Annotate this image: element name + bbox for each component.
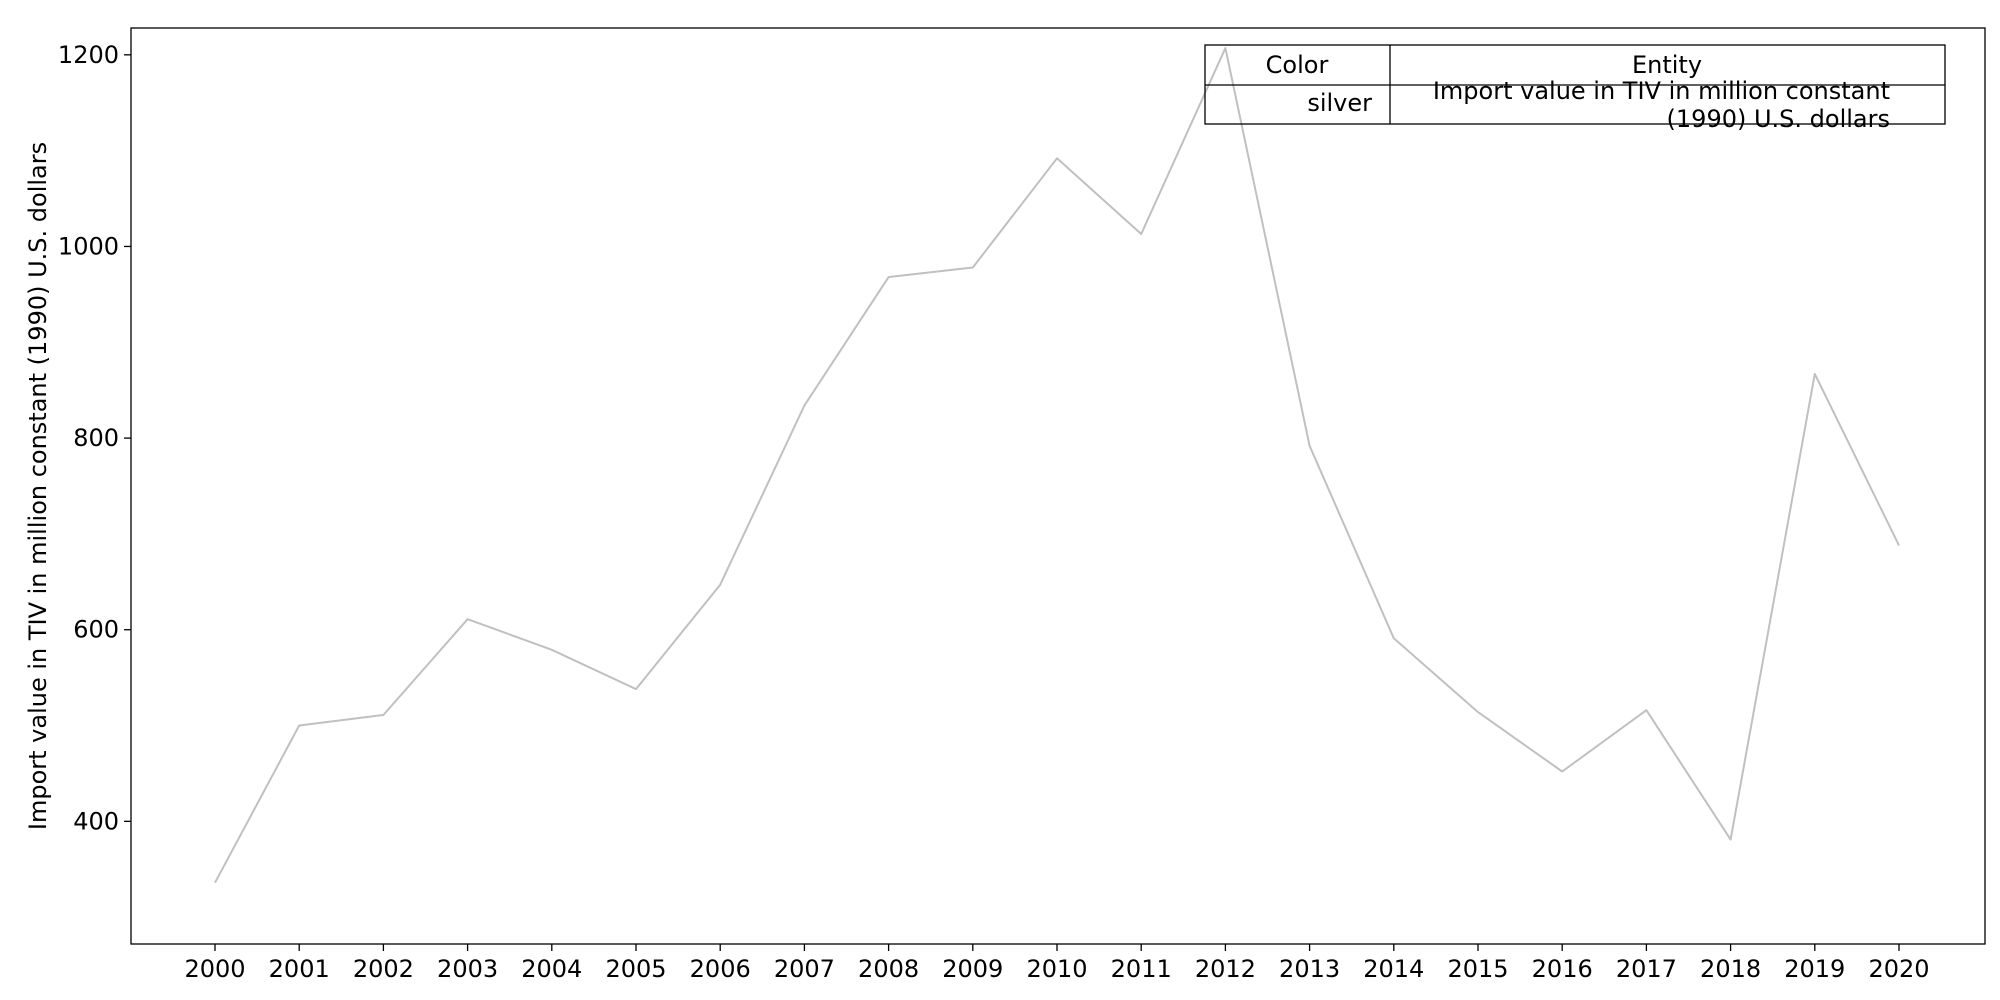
x-tick-label: 2017 (1616, 955, 1677, 983)
x-tick-label: 2001 (269, 955, 330, 983)
x-tick-label: 2011 (1111, 955, 1172, 983)
x-tick-label: 2006 (690, 955, 751, 983)
x-tick-label: 2002 (353, 955, 414, 983)
x-tick-label: 2014 (1363, 955, 1424, 983)
y-tick-label: 1000 (58, 232, 119, 260)
x-tick-label: 2010 (1026, 955, 1087, 983)
series-line (214, 47, 1900, 884)
x-tick-label: 2005 (605, 955, 666, 983)
y-tick-label: 600 (73, 616, 119, 644)
x-tick-label: 2008 (858, 955, 919, 983)
y-tick-label: 800 (73, 424, 119, 452)
x-tick-label: 2020 (1868, 955, 1929, 983)
x-tick-label: 2019 (1784, 955, 1845, 983)
legend-row-entity-line1: Import value in TIV in million constant (1433, 77, 1890, 105)
y-axis-label: Import value in TIV in million constant … (24, 142, 52, 830)
y-tick-label: 1200 (58, 41, 119, 69)
x-tick-label: 2012 (1195, 955, 1256, 983)
x-tick-label: 2016 (1532, 955, 1593, 983)
series-lines (214, 47, 1900, 884)
legend-row-entity-line2: (1990) U.S. dollars (1667, 105, 1890, 133)
plot-area (130, 27, 1986, 945)
y-tick-label: 400 (73, 807, 119, 835)
legend-table: Color Entity silver Import value in TIV … (1204, 44, 1946, 133)
x-tick-label: 2000 (184, 955, 245, 983)
x-tick-label: 2015 (1447, 955, 1508, 983)
x-tick-label: 2013 (1279, 955, 1340, 983)
legend-row-color: silver (1307, 89, 1372, 117)
x-tick-label: 2007 (774, 955, 835, 983)
x-tick-label: 2003 (437, 955, 498, 983)
x-tick-label: 2009 (942, 955, 1003, 983)
y-axis-ticks: 400 600 800 1000 1200 (58, 41, 131, 835)
x-axis-ticks: 2000 2001 2002 2003 2004 2005 2006 2007 2008 2009… (184, 944, 1930, 983)
x-tick-label: 2004 (521, 955, 582, 983)
legend-header-entity: Entity (1632, 51, 1702, 79)
x-tick-label: 2018 (1700, 955, 1761, 983)
legend-header-color: Color (1266, 51, 1329, 79)
